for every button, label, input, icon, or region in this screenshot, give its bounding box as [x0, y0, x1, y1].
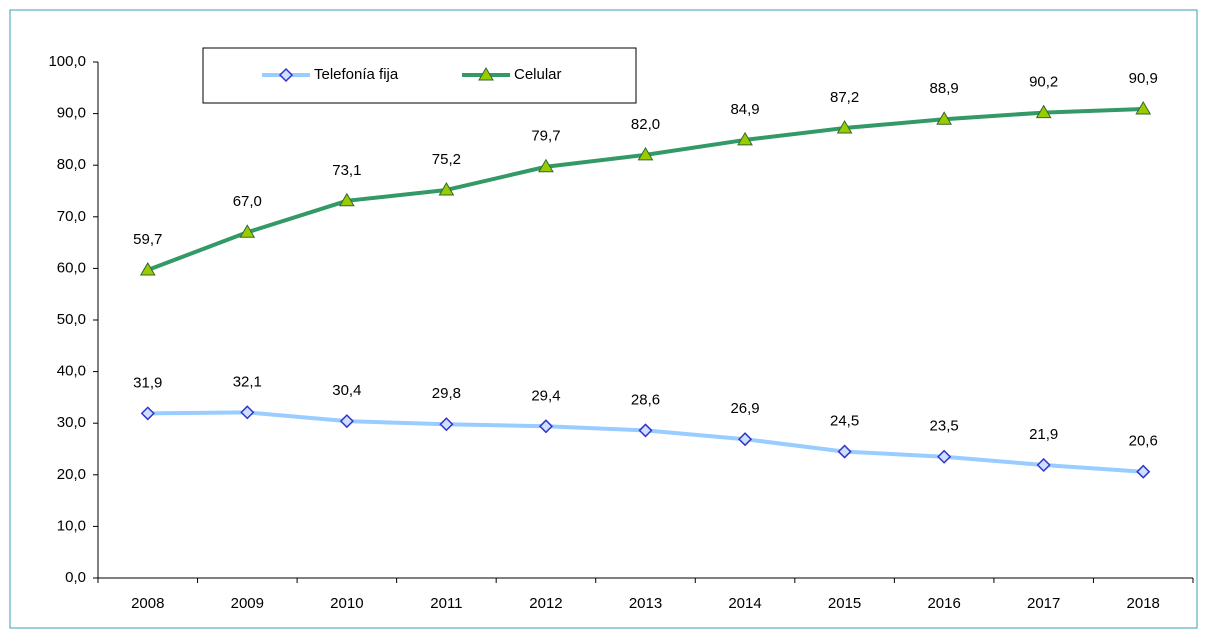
x-tick-label: 2012 [529, 595, 562, 612]
y-tick-label: 50,0 [57, 311, 86, 328]
point [140, 406, 155, 421]
point [1036, 457, 1051, 473]
data-label: 21,9 [1029, 426, 1058, 443]
data-label: 67,0 [233, 193, 262, 210]
data-label: 75,2 [432, 151, 461, 168]
point [478, 67, 494, 81]
data-label: 79,7 [531, 128, 560, 145]
x-tick-label: 2010 [330, 595, 363, 612]
point [439, 417, 454, 432]
x-tick-label: 2009 [231, 595, 264, 612]
point [239, 224, 256, 238]
y-tick-label: 80,0 [57, 156, 86, 173]
x-tick-label: 2014 [728, 595, 761, 612]
data-label: 82,0 [631, 116, 660, 133]
x-tick-label: 2008 [131, 595, 164, 612]
point [1135, 100, 1152, 115]
point [538, 158, 554, 173]
point [936, 111, 953, 125]
data-label: 20,6 [1129, 433, 1158, 450]
x-tick-label: 2011 [430, 595, 462, 612]
data-label: 23,5 [930, 418, 959, 435]
point [139, 261, 156, 276]
series-line [147, 410, 1144, 474]
point [339, 414, 354, 429]
legend-label: Telefonía fija [314, 66, 399, 83]
data-label: 29,4 [531, 387, 560, 404]
point [240, 405, 255, 420]
y-tick-label: 0,0 [65, 569, 86, 586]
data-label: 28,6 [631, 391, 660, 408]
y-tick-label: 70,0 [57, 208, 86, 225]
data-label: 32,1 [233, 373, 262, 390]
x-tick-label: 2018 [1127, 595, 1160, 612]
y-tick-label: 40,0 [57, 363, 86, 380]
y-tick-label: 100,0 [48, 53, 86, 70]
data-label: 26,9 [730, 400, 759, 417]
y-tick-label: 60,0 [57, 259, 86, 276]
point [836, 120, 853, 134]
y-tick-label: 20,0 [57, 466, 86, 483]
point [338, 192, 355, 207]
data-label: 29,8 [432, 385, 461, 402]
chart-border [9, 9, 1198, 629]
point [278, 67, 294, 83]
data-label: 31,9 [133, 374, 162, 391]
data-label: 24,5 [830, 413, 859, 430]
series-line [147, 106, 1144, 272]
y-tick-label: 10,0 [57, 517, 86, 534]
x-tick-label: 2016 [927, 595, 960, 612]
data-label: 88,9 [930, 80, 959, 97]
x-tick-label: 2015 [828, 595, 861, 612]
data-label: 87,2 [830, 89, 859, 106]
point [538, 419, 554, 434]
point [438, 181, 455, 196]
point [737, 131, 753, 146]
data-label: 84,9 [730, 101, 759, 118]
legend-label: Celular [514, 66, 562, 83]
y-tick-label: 90,0 [57, 105, 86, 122]
data-label: 59,7 [133, 231, 162, 248]
x-tick-label: 2013 [629, 595, 662, 612]
data-label: 90,2 [1029, 74, 1058, 91]
point [637, 146, 654, 161]
x-tick-label: 2017 [1027, 595, 1060, 612]
point [737, 432, 753, 447]
point [937, 449, 952, 464]
data-label: 30,4 [332, 382, 361, 399]
y-tick-label: 30,0 [57, 414, 86, 431]
point [1035, 104, 1052, 119]
data-label: 73,1 [332, 162, 361, 179]
point [638, 423, 653, 438]
point [837, 444, 852, 459]
data-label: 90,9 [1129, 70, 1158, 87]
point [1136, 464, 1151, 479]
